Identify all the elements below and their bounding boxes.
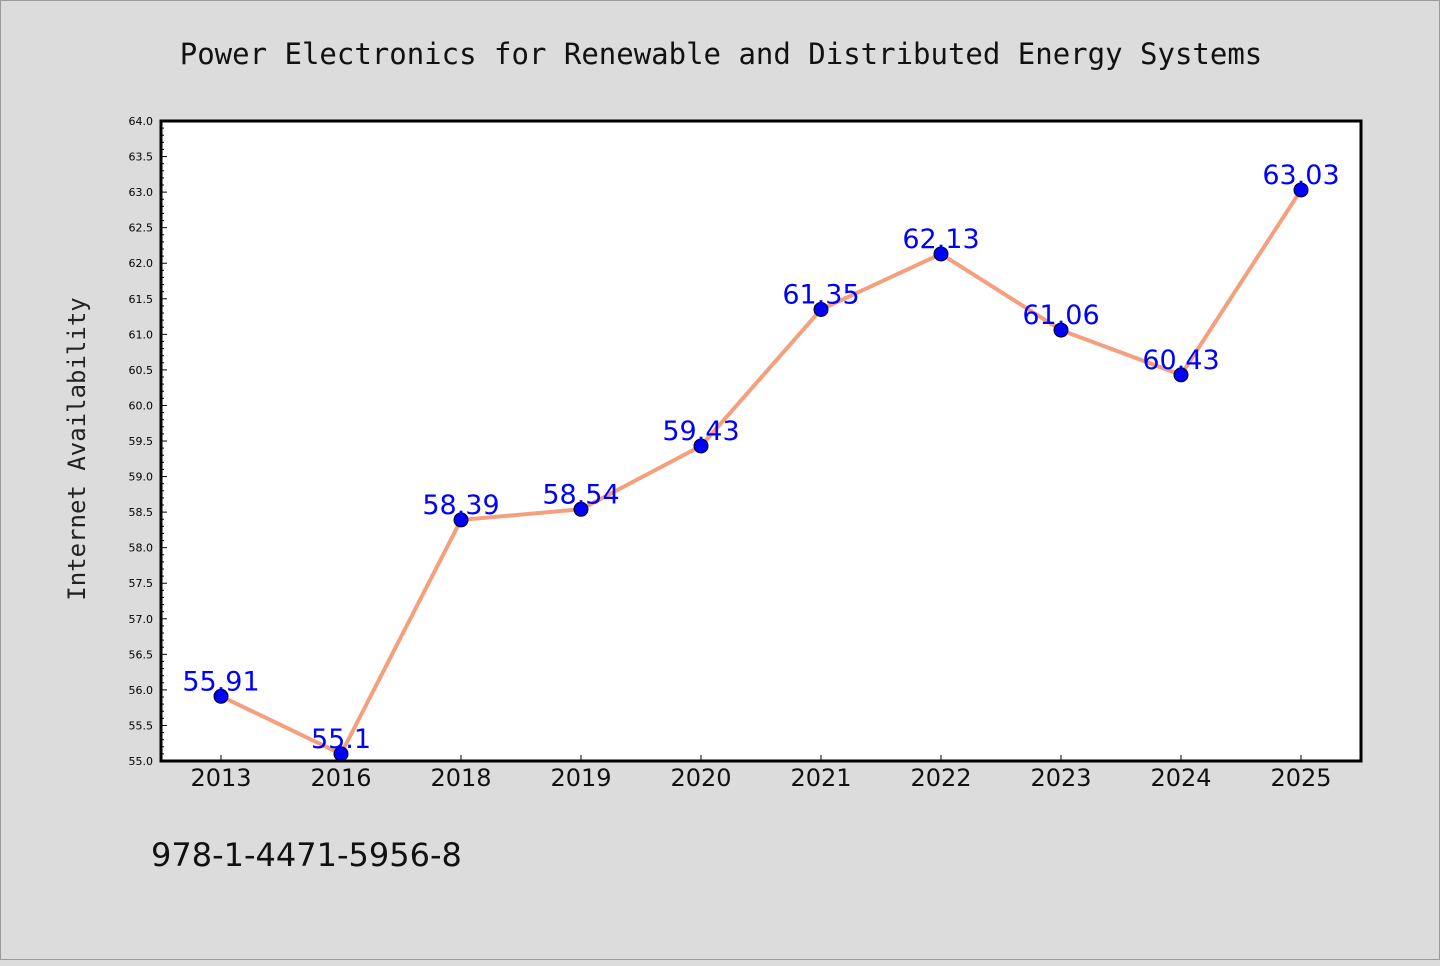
data-label: 63.03 bbox=[1262, 160, 1339, 191]
chart-title: Power Electronics for Renewable and Dist… bbox=[180, 37, 1263, 71]
data-label: 58.54 bbox=[542, 479, 619, 510]
y-axis: 55.0 55.5 56.0 56.5 57.0 57.5 58.0 58.5 59.0 59.5… bbox=[129, 115, 167, 768]
y-tick-label: 63.0 bbox=[129, 186, 154, 199]
data-point bbox=[933, 246, 949, 262]
x-tick-label: 2023 bbox=[1030, 764, 1091, 792]
x-tick-label: 2025 bbox=[1270, 764, 1331, 792]
data-point bbox=[1053, 322, 1069, 338]
data-label: 61.35 bbox=[782, 279, 859, 310]
data-point bbox=[213, 688, 229, 704]
y-tick-label: 60.5 bbox=[129, 364, 154, 377]
series-line bbox=[219, 187, 1303, 756]
x-axis: 2013 2016 2018 2019 2020 2021 2022 2023 2024 2025 bbox=[190, 755, 1332, 792]
y-tick-label: 62.0 bbox=[129, 257, 154, 270]
y-tick-label: 56.0 bbox=[129, 684, 154, 697]
y-axis-label: Internet Availability bbox=[63, 297, 91, 600]
plot-area bbox=[161, 121, 1361, 761]
x-tick-label: 2024 bbox=[1150, 764, 1211, 792]
data-labels: 55.91 55.1 58.39 58.54 59.43 61.35 62.13 61.06 6… bbox=[182, 160, 1339, 755]
y-tick-label: 56.5 bbox=[129, 648, 154, 661]
data-point bbox=[573, 501, 589, 517]
y-tick-label: 59.5 bbox=[129, 435, 154, 448]
y-tick-label: 55.5 bbox=[129, 719, 154, 732]
y-tick-label: 64.0 bbox=[129, 115, 154, 128]
x-tick-label: 2016 bbox=[310, 764, 371, 792]
data-label: 62.13 bbox=[902, 224, 979, 255]
x-tick-label: 2013 bbox=[190, 764, 251, 792]
y-tick-label: 61.0 bbox=[129, 328, 154, 341]
y-tick-label: 63.5 bbox=[129, 151, 154, 164]
data-label: 58.39 bbox=[422, 490, 499, 521]
y-tick-label: 62.5 bbox=[129, 222, 154, 235]
data-label: 55.91 bbox=[182, 666, 259, 697]
data-label: 60.43 bbox=[1142, 345, 1219, 376]
data-label: 61.06 bbox=[1022, 300, 1099, 331]
y-tick-label: 57.0 bbox=[129, 613, 154, 626]
y-tick-label: 58.0 bbox=[129, 542, 154, 555]
series-layer bbox=[213, 182, 1309, 762]
data-point bbox=[453, 512, 469, 528]
y-tick-label: 58.5 bbox=[129, 506, 154, 519]
data-point bbox=[1173, 367, 1189, 383]
data-point bbox=[813, 301, 829, 317]
data-point bbox=[693, 438, 709, 454]
x-tick-label: 2022 bbox=[910, 764, 971, 792]
y-tick-label: 57.5 bbox=[129, 577, 154, 590]
x-tick-label: 2018 bbox=[430, 764, 491, 792]
x-tick-label: 2021 bbox=[790, 764, 851, 792]
x-tick-label: 2020 bbox=[670, 764, 731, 792]
data-point bbox=[1293, 182, 1309, 198]
x-tick-label: 2019 bbox=[550, 764, 611, 792]
plot-border bbox=[159, 119, 1363, 763]
data-label: 59.43 bbox=[662, 416, 739, 447]
y-tick-label: 55.0 bbox=[129, 755, 154, 768]
y-tick-label: 60.0 bbox=[129, 399, 154, 412]
data-label: 55.1 bbox=[311, 724, 371, 755]
footer-isbn: 978-1-4471-5956-8 bbox=[151, 836, 462, 874]
y-tick-label: 61.5 bbox=[129, 293, 154, 306]
y-tick-label: 59.0 bbox=[129, 471, 154, 484]
